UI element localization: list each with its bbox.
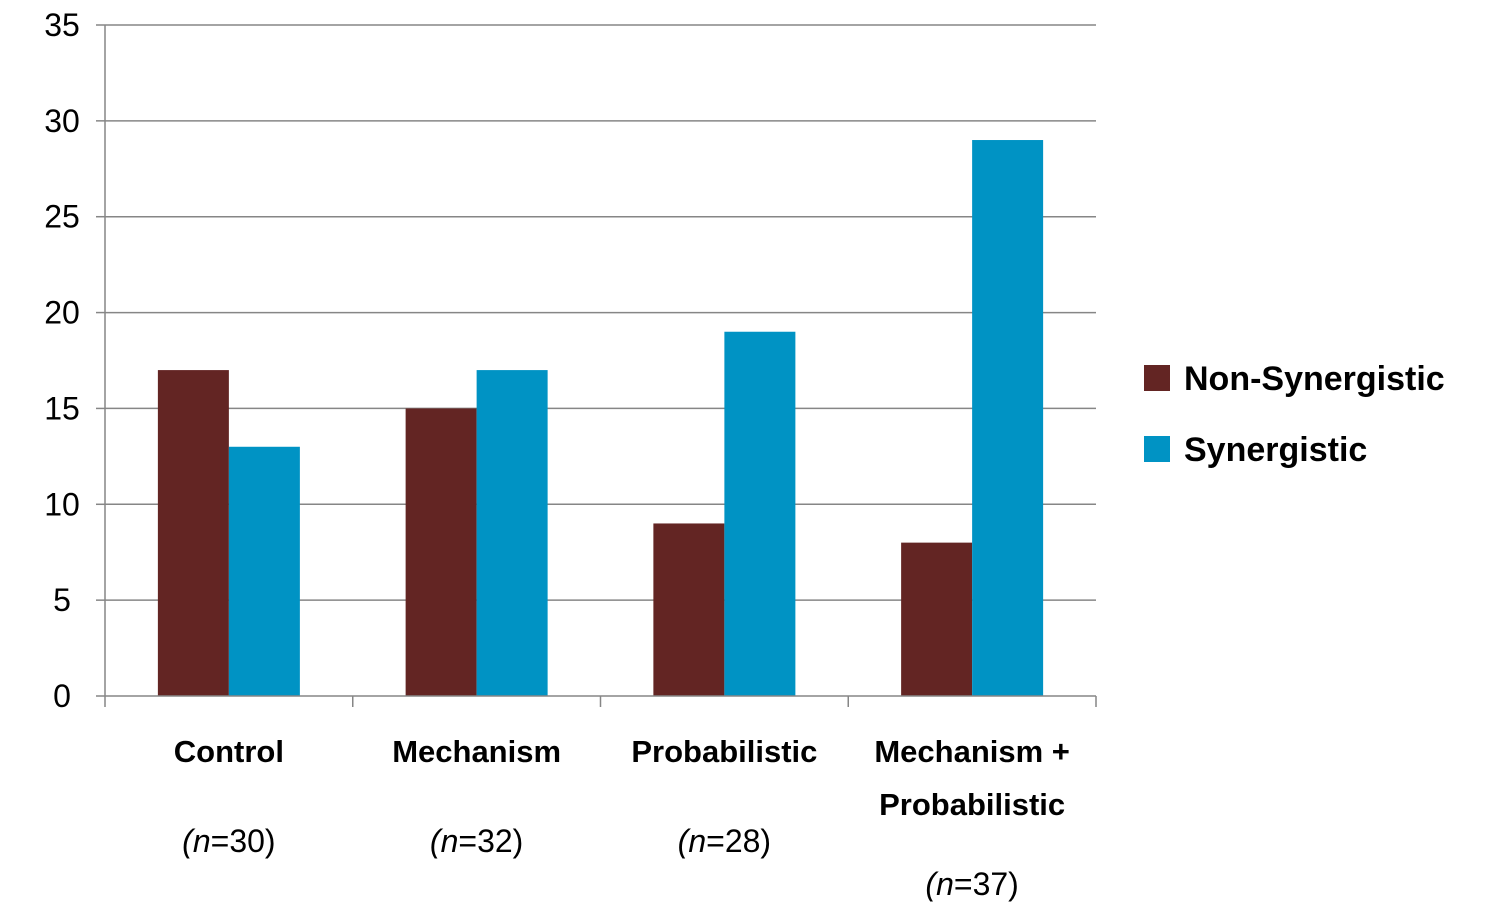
bars xyxy=(157,140,1044,696)
x-category-sample-size: (n=37) xyxy=(925,866,1018,902)
y-tick-label: 5 xyxy=(53,582,71,618)
y-tick-label: 20 xyxy=(44,295,80,331)
bar-synergistic-1 xyxy=(228,446,300,696)
legend-label: Synergistic xyxy=(1184,431,1367,469)
y-tick-label: 15 xyxy=(44,390,80,426)
bar-synergistic-4 xyxy=(972,140,1044,696)
x-axis-category-labels: Control (n=30) Mechanism (n=32) Probabilisti… xyxy=(174,734,1070,902)
legend-swatch xyxy=(1144,436,1170,462)
y-axis-tick-labels: 0 5 10 15 20 25 30 35 xyxy=(44,7,80,714)
y-tick-label: 30 xyxy=(44,103,80,139)
y-tick-label: 0 xyxy=(53,678,71,714)
legend: Non-Synergistic Synergistic xyxy=(1144,360,1445,469)
y-tick-label: 25 xyxy=(44,199,80,235)
x-category-label: Mechanism xyxy=(392,734,561,769)
y-tick-label: 10 xyxy=(44,486,80,522)
bar-synergistic-2 xyxy=(476,370,548,696)
x-category-label: Probabilistic xyxy=(631,734,817,769)
bar-non-synergistic-1 xyxy=(157,370,229,696)
bar-non-synergistic-3 xyxy=(653,523,725,696)
bar-non-synergistic-2 xyxy=(405,408,477,696)
bar-non-synergistic-4 xyxy=(901,542,973,696)
x-category-label: Control xyxy=(174,734,284,769)
bar-synergistic-3 xyxy=(724,331,796,696)
x-category-label: Probabilistic xyxy=(879,787,1065,822)
legend-label: Non-Synergistic xyxy=(1184,360,1445,398)
axes xyxy=(96,24,1097,707)
x-category-label: Mechanism + xyxy=(874,734,1070,769)
x-category-sample-size: (n=30) xyxy=(182,823,275,859)
x-category-sample-size: (n=28) xyxy=(678,823,771,859)
y-tick-label: 35 xyxy=(44,7,80,43)
legend-swatch xyxy=(1144,365,1170,391)
x-category-sample-size: (n=32) xyxy=(430,823,523,859)
